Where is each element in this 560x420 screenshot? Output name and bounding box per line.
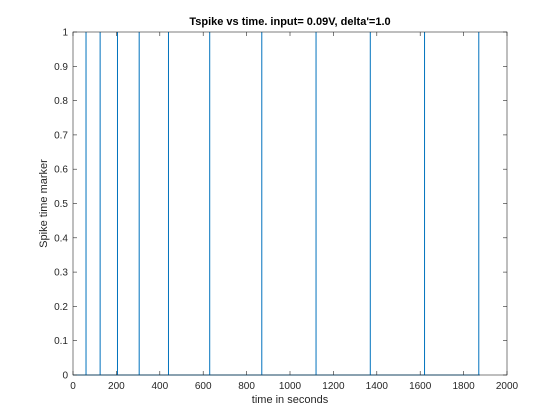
x-tick-label: 1800 — [452, 381, 475, 392]
series-layer — [73, 32, 480, 376]
chart-title: Tspike vs time. input= 0.09V, delta'=1.0 — [189, 16, 390, 28]
y-tick-label: 0.2 — [54, 302, 68, 313]
y-tick-label: 0.1 — [54, 336, 68, 347]
y-tick-label: 0 — [62, 371, 68, 382]
x-tick-label: 1000 — [279, 381, 302, 392]
y-axis-label: Spike time marker — [38, 159, 50, 248]
y-tick-label: 1 — [62, 28, 68, 39]
x-tick-label: 1200 — [322, 381, 345, 392]
x-tick-label: 1400 — [366, 381, 389, 392]
x-tick-label: 200 — [108, 381, 125, 392]
ticks-layer: 0 200 400 600 800 1000 1200 1400 1600 1800 2000 0 0.… — [54, 28, 518, 393]
y-tick-label: 0.3 — [54, 268, 68, 279]
axes-box — [72, 31, 508, 376]
x-tick-label: 0 — [70, 381, 76, 392]
x-tick-label: 400 — [151, 381, 168, 392]
y-tick-label: 0.9 — [54, 62, 68, 73]
y-tick-label: 0.5 — [54, 199, 68, 210]
x-tick-label: 2000 — [496, 381, 519, 392]
x-tick-label: 800 — [238, 381, 255, 392]
y-tick-label: 0.4 — [54, 233, 68, 244]
plot-area — [73, 32, 507, 375]
x-tick-label: 1600 — [409, 381, 432, 392]
x-tick-label: 600 — [195, 381, 212, 392]
x-axis-label: time in seconds — [252, 394, 329, 406]
y-tick-label: 0.8 — [54, 96, 68, 107]
y-tick-label: 0.7 — [54, 130, 68, 141]
y-tick-label: 0.6 — [54, 165, 68, 176]
